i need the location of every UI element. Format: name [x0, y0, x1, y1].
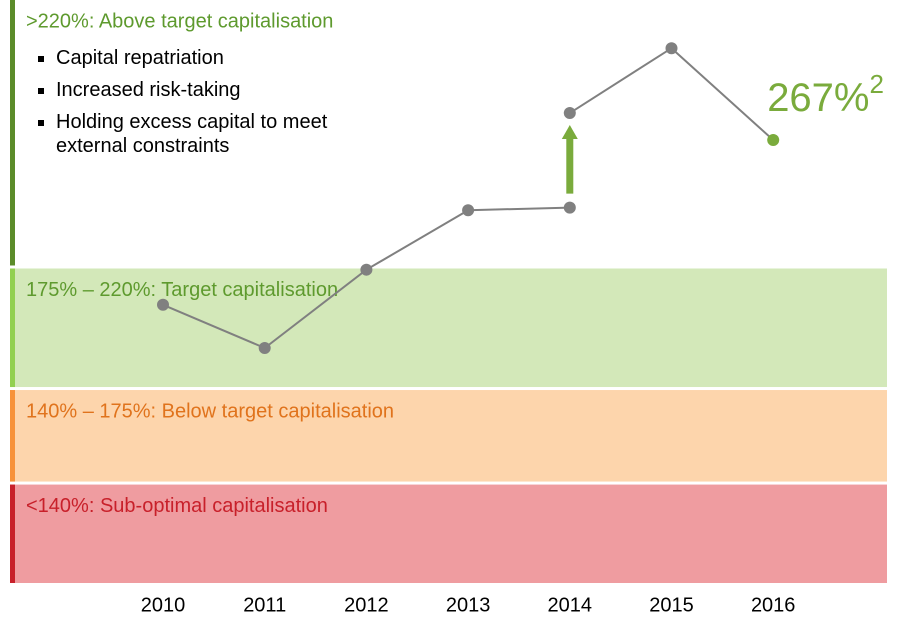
x-tick-label: 2015 [649, 594, 694, 616]
band [10, 484, 887, 583]
x-tick-label: 2012 [344, 594, 389, 616]
band-label: 140% – 175%: Below target capitalisation [26, 400, 394, 422]
value-label-note: 2 [870, 69, 884, 99]
band-accent [10, 390, 15, 482]
x-tick-label: 2014 [548, 594, 593, 616]
point [462, 204, 475, 217]
point [767, 134, 780, 147]
band [10, 390, 887, 482]
band-accent [10, 268, 15, 388]
band [10, 268, 887, 388]
x-tick-label: 2013 [446, 594, 491, 616]
point [563, 201, 576, 214]
bullet: Increased risk-taking [56, 78, 356, 102]
band-accent [10, 484, 15, 583]
arrow-head [561, 125, 578, 140]
point [258, 342, 271, 355]
band-label: <140%: Sub-optimal capitalisation [26, 495, 328, 517]
bullet: Capital repatriation [56, 46, 356, 70]
point [563, 107, 576, 120]
point [157, 298, 169, 311]
x-tick-label: 2011 [243, 594, 286, 616]
band-label: >220%: Above target capitalisation [26, 10, 333, 32]
value-label: 267%2 [767, 69, 884, 120]
x-tick-label: 2010 [141, 594, 186, 616]
point [665, 42, 678, 55]
bullet: Holding excess capital to meet external … [56, 110, 356, 158]
point [360, 263, 373, 276]
band-accent [10, 0, 15, 266]
band-label: 175% – 220%: Target capitalisation [26, 279, 338, 301]
value-label-text: 267% [767, 76, 869, 120]
bullet-list: Capital repatriation Increased risk-takin… [22, 46, 356, 166]
x-tick-label: 2016 [751, 594, 796, 616]
